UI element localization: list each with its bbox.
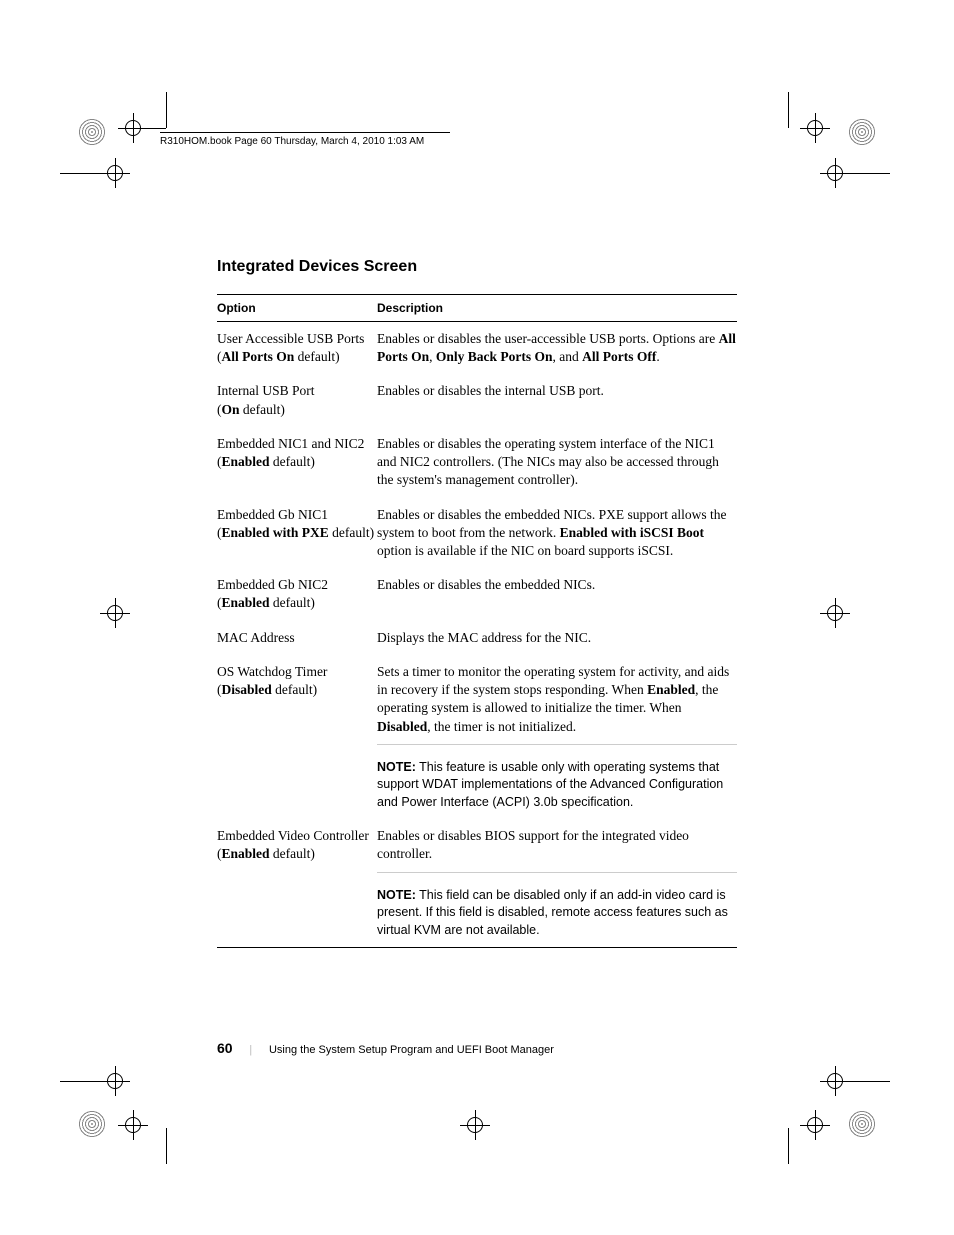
option-cell: Embedded NIC1 and NIC2(Enabled default) xyxy=(217,427,377,498)
crop-line xyxy=(60,1081,100,1082)
description-cell: Enables or disables the operating system… xyxy=(377,427,737,498)
col-header-option: Option xyxy=(217,295,377,322)
crop-line xyxy=(788,92,789,128)
options-table: Option Description User Accessible USB P… xyxy=(217,294,737,948)
crop-reg-bl xyxy=(118,1110,148,1140)
crop-reg-tr2 xyxy=(820,158,850,188)
note-cell: NOTE: This field can be disabled only if… xyxy=(377,872,737,948)
section-title: Integrated Devices Screen xyxy=(217,258,737,276)
note-cell: NOTE: This feature is usable only with o… xyxy=(377,744,737,819)
description-cell: Enables or disables the embedded NICs. xyxy=(377,568,737,620)
table-row: Internal USB Port(On default)Enables or … xyxy=(217,374,737,426)
description-cell: Enables or disables BIOS support for the… xyxy=(377,819,737,872)
table-row-note: NOTE: This field can be disabled only if… xyxy=(217,872,737,948)
crop-line xyxy=(788,1128,789,1164)
crop-line xyxy=(850,1081,890,1082)
crop-reg-bl2 xyxy=(100,1066,130,1096)
note-text: NOTE: This feature is usable only with o… xyxy=(377,753,737,812)
crop-pattern-tl xyxy=(78,118,106,146)
table-row: Embedded NIC1 and NIC2(Enabled default)E… xyxy=(217,427,737,498)
crop-reg-tr xyxy=(800,113,830,143)
description-cell: Enables or disables the embedded NICs. P… xyxy=(377,498,737,569)
crop-pattern-br xyxy=(848,1110,876,1138)
option-cell: MAC Address xyxy=(217,621,377,655)
option-cell: Embedded Gb NIC2(Enabled default) xyxy=(217,568,377,620)
table-row: Embedded Video Controller(Enabled defaul… xyxy=(217,819,737,872)
table-row: Embedded Gb NIC2(Enabled default)Enables… xyxy=(217,568,737,620)
option-cell: Internal USB Port(On default) xyxy=(217,374,377,426)
crop-line xyxy=(166,1128,167,1164)
crop-line xyxy=(166,92,167,128)
empty-cell xyxy=(217,872,377,948)
table-row-note: NOTE: This feature is usable only with o… xyxy=(217,744,737,819)
table-row: User Accessible USB Ports(All Ports On d… xyxy=(217,322,737,375)
option-cell: Embedded Gb NIC1(Enabled with PXE defaul… xyxy=(217,498,377,569)
col-header-description: Description xyxy=(377,295,737,322)
crop-line xyxy=(850,173,890,174)
note-text: NOTE: This field can be disabled only if… xyxy=(377,881,737,940)
page-number: 60 xyxy=(217,1040,233,1056)
option-cell: OS Watchdog Timer(Disabled default) xyxy=(217,655,377,744)
crop-pattern-tr xyxy=(848,118,876,146)
option-cell: Embedded Video Controller(Enabled defaul… xyxy=(217,819,377,872)
crop-reg-tl xyxy=(118,113,148,143)
description-cell: Displays the MAC address for the NIC. xyxy=(377,621,737,655)
page-footer: 60 | Using the System Setup Program and … xyxy=(217,1040,554,1057)
crop-pattern-bl xyxy=(78,1110,106,1138)
header-rule xyxy=(160,132,450,133)
crop-reg-tl2 xyxy=(100,158,130,188)
description-cell: Enables or disables the internal USB por… xyxy=(377,374,737,426)
description-cell: Enables or disables the user-accessible … xyxy=(377,322,737,375)
running-header: R310HOM.book Page 60 Thursday, March 4, … xyxy=(160,136,424,147)
empty-cell xyxy=(217,744,377,819)
crop-reg-br xyxy=(800,1110,830,1140)
crop-line xyxy=(60,173,100,174)
crop-reg-br2 xyxy=(820,1066,850,1096)
chapter-title: Using the System Setup Program and UEFI … xyxy=(269,1044,554,1056)
option-cell: User Accessible USB Ports(All Ports On d… xyxy=(217,322,377,375)
table-row: OS Watchdog Timer(Disabled default)Sets … xyxy=(217,655,737,744)
table-row: MAC AddressDisplays the MAC address for … xyxy=(217,621,737,655)
description-cell: Sets a timer to monitor the operating sy… xyxy=(377,655,737,744)
footer-separator: | xyxy=(250,1042,252,1056)
table-header-row: Option Description xyxy=(217,295,737,322)
page-content: Integrated Devices Screen Option Descrip… xyxy=(217,258,737,948)
crop-reg-ml xyxy=(100,598,130,628)
crop-reg-bc xyxy=(460,1110,490,1140)
crop-line xyxy=(148,128,166,129)
table-row: Embedded Gb NIC1(Enabled with PXE defaul… xyxy=(217,498,737,569)
crop-reg-mr xyxy=(820,598,850,628)
